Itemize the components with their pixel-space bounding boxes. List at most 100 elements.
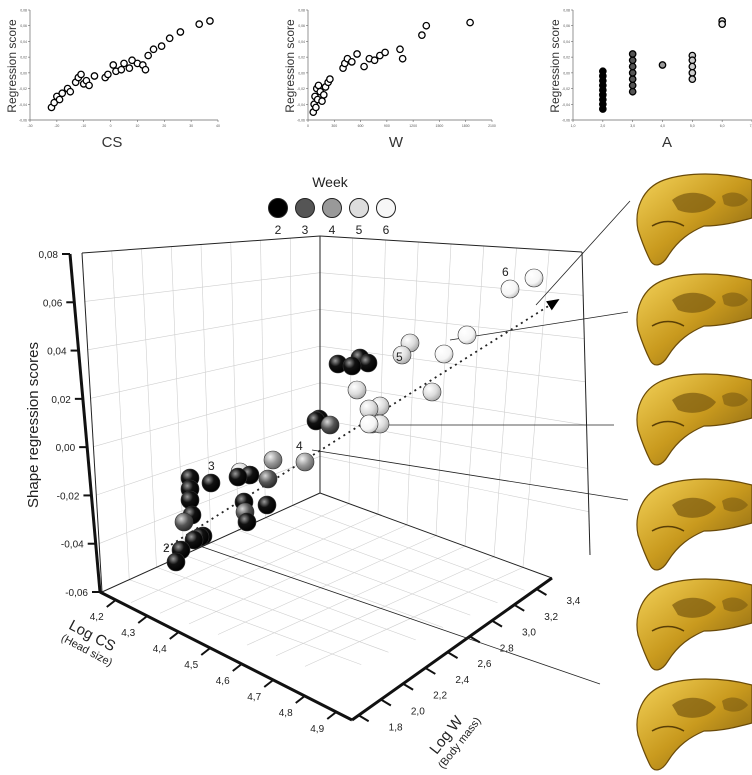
skull-illustration xyxy=(636,173,752,266)
sphere-point xyxy=(500,279,520,299)
x-tick-label: -10 xyxy=(81,124,86,128)
y-tick-label: 0,04 xyxy=(298,40,305,44)
scatter-point xyxy=(326,75,334,83)
y-tick-label: -0,06 xyxy=(297,119,305,123)
small-plot-a: -0,06 -0,04 -0,02 0,00 0,02 0,04 0,06 0,08 1,0 2,… xyxy=(548,9,752,151)
scatter-point xyxy=(55,95,64,104)
scatter-point xyxy=(312,103,320,112)
scatter-point xyxy=(125,64,134,72)
y-tick-label: 0,06 xyxy=(20,24,27,28)
z-tick-label: -0,02 xyxy=(57,491,80,502)
x-tick-label: 4,7 xyxy=(247,692,261,703)
small-plot-cs-xlabel: CS xyxy=(102,134,123,151)
scatter-point xyxy=(149,45,158,54)
week-labels: 2 3 4 5 6 xyxy=(163,265,509,555)
x-tick-label: 4,2 xyxy=(90,612,104,623)
scatter-point xyxy=(628,69,637,77)
week-label-3: 3 xyxy=(208,459,215,473)
x-tick-label: 10 xyxy=(135,124,139,128)
x-tick-label: 4,9 xyxy=(310,724,324,735)
sphere-point xyxy=(174,512,194,532)
x-tick-label: 4,8 xyxy=(279,708,293,719)
y-tick-label: 0,00 xyxy=(20,71,27,75)
x-tick-label: -20 xyxy=(54,124,59,128)
y-tick-label: 0,08 xyxy=(563,9,570,13)
z-tick-label: 0,02 xyxy=(51,395,71,406)
skull-illustration xyxy=(636,373,752,466)
legend-label: 4 xyxy=(329,223,336,237)
sphere-point xyxy=(524,268,544,288)
y-tick-label: 2,4 xyxy=(455,675,469,686)
x-tick-label: 3,0 xyxy=(630,124,635,128)
scatter-point xyxy=(422,21,431,30)
sphere-point xyxy=(358,353,378,373)
z-tick-label: 0,04 xyxy=(47,347,67,358)
x-tick-label: 1200 xyxy=(409,124,417,128)
y-tick-label: 0,08 xyxy=(20,9,27,13)
week-label-2: 2 xyxy=(163,541,170,555)
x-tick-label: 40 xyxy=(216,124,220,128)
scatter-point xyxy=(628,56,637,65)
scatter-point xyxy=(176,28,185,36)
sphere-point xyxy=(422,382,442,402)
plot3d-frame xyxy=(68,235,591,722)
scatter-point xyxy=(598,67,607,76)
z-axis-label: Shape regression scores xyxy=(25,342,42,508)
y-tick-label: 2,2 xyxy=(433,691,447,702)
y-tick-label: 1,8 xyxy=(389,722,403,733)
x-tick-label: 0 xyxy=(307,124,309,128)
y-tick-label: -0,06 xyxy=(19,119,27,123)
x-tick-label: 2,0 xyxy=(600,124,605,128)
x-tick-label: 7,0 xyxy=(750,124,752,128)
y-tick-label: -0,02 xyxy=(297,87,305,91)
sphere-point xyxy=(359,414,379,434)
x-tick-label: 1800 xyxy=(462,124,470,128)
sphere-point xyxy=(184,530,204,550)
y-tick-label: 0,00 xyxy=(298,71,305,75)
y-tick-label: -0,02 xyxy=(19,87,27,91)
legend-label: 3 xyxy=(302,223,309,237)
x-tick-label: 4,0 xyxy=(660,124,665,128)
skull-illustration xyxy=(636,678,752,771)
week-label-4: 4 xyxy=(296,439,303,453)
skull-illustration xyxy=(636,273,752,366)
y-axis-ticks: 1,8 2,0 2,2 2,4 2,6 2,8 3,0 3,2 3,4 xyxy=(358,588,581,733)
scatter-point xyxy=(144,51,153,60)
week-label-6: 6 xyxy=(502,265,509,279)
y-tick-label: -0,04 xyxy=(19,103,27,107)
skull-illustration xyxy=(636,478,752,571)
x-tick-label: 4,4 xyxy=(153,644,167,655)
scatter-point xyxy=(120,59,128,68)
y-tick-label: 0,02 xyxy=(563,56,570,60)
y-tick-label: 0,04 xyxy=(563,40,570,44)
week-label-5: 5 xyxy=(396,350,403,364)
scatter-point xyxy=(466,18,474,27)
sphere-point xyxy=(347,380,367,400)
scatter-point xyxy=(418,31,426,39)
scatter-point xyxy=(318,97,326,105)
scatter-point xyxy=(90,72,99,80)
legend-swatch xyxy=(268,198,288,218)
y-tick-label: 2,6 xyxy=(478,659,492,670)
scatter-point xyxy=(319,91,328,99)
sphere-point xyxy=(228,467,248,487)
x-tick-label: 600 xyxy=(358,124,364,128)
scatter-point xyxy=(353,50,361,58)
legend-swatch xyxy=(376,198,396,218)
scatter-point xyxy=(195,20,204,28)
y-tick-label: -0,06 xyxy=(562,119,570,123)
x-tick-label: -30 xyxy=(27,124,32,128)
scatter-point xyxy=(85,81,93,90)
scatter-point xyxy=(66,87,75,96)
legend-swatch xyxy=(295,198,315,218)
scatter-point xyxy=(165,34,174,43)
sphere-point xyxy=(166,552,186,572)
x-tick-label: 6,0 xyxy=(720,124,725,128)
y-tick-label: 0,06 xyxy=(298,24,305,28)
scatter-point xyxy=(314,81,323,90)
sphere-point xyxy=(263,450,283,470)
scatter-point xyxy=(381,48,389,57)
x-tick-label: 300 xyxy=(331,124,337,128)
scatter-point xyxy=(688,62,697,71)
